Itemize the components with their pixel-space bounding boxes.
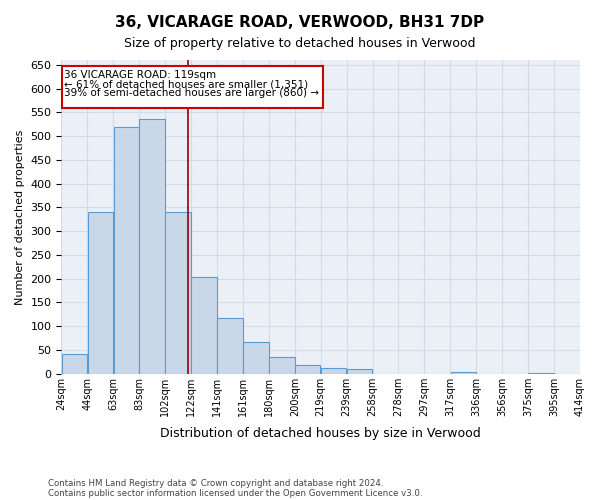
Text: 36, VICARAGE ROAD, VERWOOD, BH31 7DP: 36, VICARAGE ROAD, VERWOOD, BH31 7DP [115, 15, 485, 30]
Text: Contains HM Land Registry data © Crown copyright and database right 2024.: Contains HM Land Registry data © Crown c… [48, 478, 383, 488]
Bar [139, 120, 165, 374]
Bar [166, 212, 191, 374]
Bar [451, 372, 476, 374]
X-axis label: Distribution of detached houses by size in Verwood: Distribution of detached houses by size … [160, 427, 481, 440]
Bar [191, 277, 217, 374]
Bar [295, 365, 320, 374]
Text: 36 VICARAGE ROAD: 119sqm: 36 VICARAGE ROAD: 119sqm [64, 70, 217, 81]
Bar [217, 318, 242, 374]
Bar [62, 354, 87, 374]
Bar [88, 212, 113, 374]
Text: Contains public sector information licensed under the Open Government Licence v3: Contains public sector information licen… [48, 490, 422, 498]
Bar [321, 368, 346, 374]
Bar [347, 369, 373, 374]
Text: 39% of semi-detached houses are larger (860) →: 39% of semi-detached houses are larger (… [64, 88, 319, 98]
Text: ← 61% of detached houses are smaller (1,351): ← 61% of detached houses are smaller (1,… [64, 79, 308, 89]
Bar [529, 373, 554, 374]
Bar [113, 126, 139, 374]
FancyBboxPatch shape [62, 66, 323, 108]
Bar [243, 342, 269, 374]
Bar [269, 357, 295, 374]
Y-axis label: Number of detached properties: Number of detached properties [15, 129, 25, 304]
Text: Size of property relative to detached houses in Verwood: Size of property relative to detached ho… [124, 38, 476, 51]
